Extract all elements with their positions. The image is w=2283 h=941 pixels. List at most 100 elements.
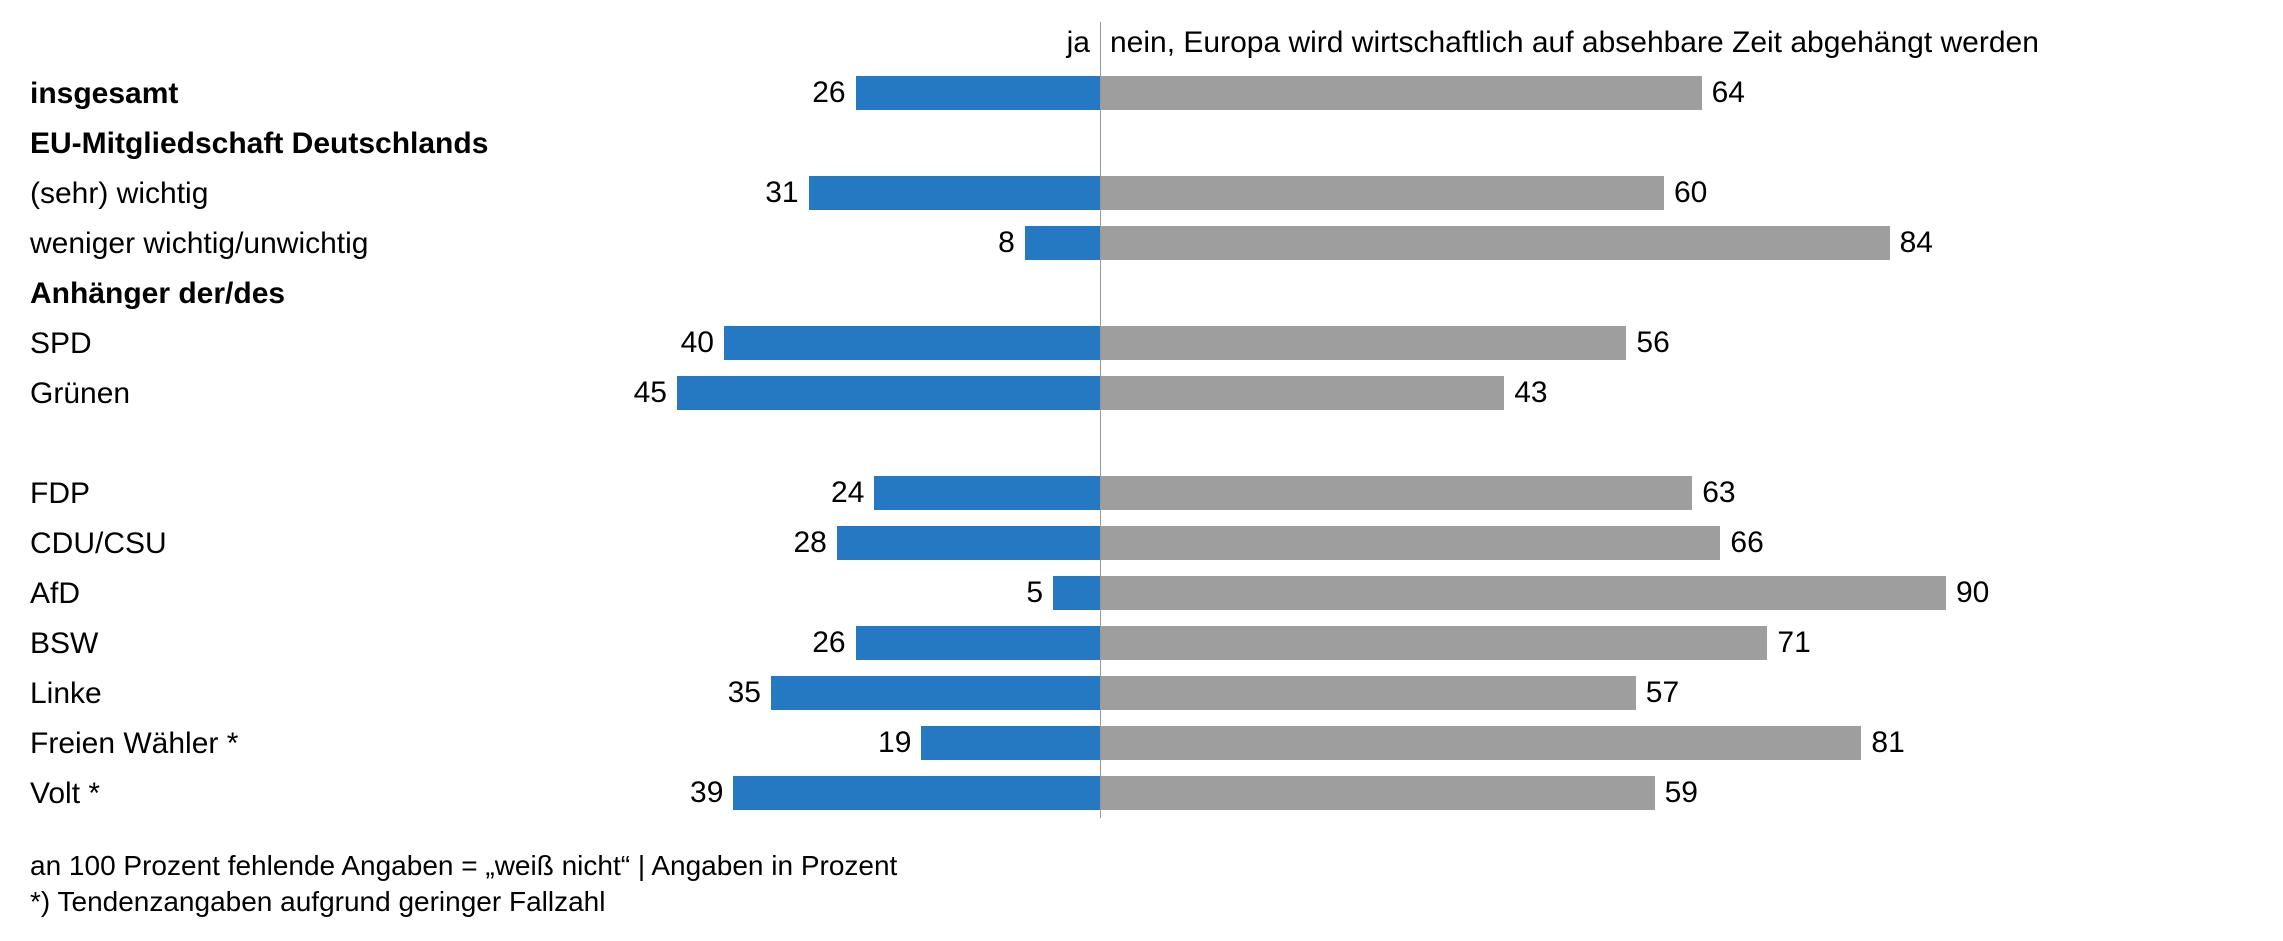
row-label: FDP xyxy=(30,477,460,510)
right-bar xyxy=(1100,676,1636,710)
bars: 1981 xyxy=(460,726,2253,760)
left-bar xyxy=(874,476,1100,510)
right-value: 84 xyxy=(1890,226,1933,260)
right-bar-area: 90 xyxy=(1100,576,2253,610)
chart-row: CDU/CSU 28 66 xyxy=(30,518,2253,568)
left-bar xyxy=(1025,226,1100,260)
left-value: 28 xyxy=(793,526,836,560)
row-label: Volt * xyxy=(30,777,460,810)
legend-row: ja nein, Europa wird wirtschaftlich auf … xyxy=(30,20,2253,60)
left-bar xyxy=(1053,576,1100,610)
footnotes: an 100 Prozent fehlende Angaben = „weiß … xyxy=(30,848,2253,921)
bars: 45 43 xyxy=(460,376,2253,410)
footnote-line: an 100 Prozent fehlende Angaben = „weiß … xyxy=(30,848,2253,884)
chart-row: Anhänger der/des xyxy=(30,268,2253,318)
left-value: 45 xyxy=(634,376,677,410)
right-bar-area: 66 xyxy=(1100,526,2253,560)
left-value: 26 xyxy=(812,626,855,660)
right-value: 63 xyxy=(1692,476,1735,510)
right-bar-area: 71 xyxy=(1100,626,2253,660)
left-bar-area: 8 xyxy=(460,226,1100,260)
right-bar-area: 56 xyxy=(1100,326,2253,360)
right-bar xyxy=(1100,726,1861,760)
right-bar xyxy=(1100,526,1720,560)
right-bar-area: 63 xyxy=(1100,476,2253,510)
left-value: 39 xyxy=(690,776,733,810)
left-bar xyxy=(921,726,1100,760)
row-label: EU-Mitgliedschaft Deutschlands xyxy=(30,127,460,160)
chart-row: weniger wichtig/unwichtig 8 84 xyxy=(30,218,2253,268)
right-bar xyxy=(1100,476,1692,510)
left-bar xyxy=(837,526,1100,560)
row-label: Freien Wähler * xyxy=(30,727,460,760)
left-bar-area: 26 xyxy=(460,76,1100,110)
chart-row: Grünen4543 xyxy=(30,368,2253,418)
bars: 31 60 xyxy=(460,176,2253,210)
row-label: insgesamt xyxy=(30,77,460,110)
right-value: 59 xyxy=(1655,776,1698,810)
right-bar-area: 43 xyxy=(1100,376,2253,410)
right-bar xyxy=(1100,76,1702,110)
right-bar xyxy=(1100,576,1946,610)
right-value: 90 xyxy=(1946,576,1989,610)
chart-row: SPD 40 56 xyxy=(30,318,2253,368)
right-bar xyxy=(1100,376,1504,410)
left-value: 5 xyxy=(1026,576,1053,610)
left-bar-area: 19 xyxy=(460,726,1100,760)
right-bar xyxy=(1100,326,1626,360)
bars: 35 57 xyxy=(460,676,2253,710)
right-value: 81 xyxy=(1861,726,1904,760)
left-bar xyxy=(677,376,1100,410)
left-bar-area: 28 xyxy=(460,526,1100,560)
left-value: 35 xyxy=(728,676,771,710)
row-label: (sehr) wichtig xyxy=(30,177,460,210)
chart-row: EU-Mitgliedschaft Deutschlands xyxy=(30,118,2253,168)
right-bar-area: 81 xyxy=(1100,726,2253,760)
right-bar-area: 84 xyxy=(1100,226,2253,260)
left-bar-area: 39 xyxy=(460,776,1100,810)
chart-row: Volt * 39 59 xyxy=(30,768,2253,818)
bars: 28 66 xyxy=(460,526,2253,560)
left-bar xyxy=(856,76,1100,110)
left-value: 19 xyxy=(878,726,921,760)
chart-row: BSW 26 71 xyxy=(30,618,2253,668)
chart-row: insgesamt2664 xyxy=(30,68,2253,118)
center-axis xyxy=(1100,22,1101,818)
right-value: 56 xyxy=(1626,326,1669,360)
right-bar xyxy=(1100,776,1655,810)
bars: 39 59 xyxy=(460,776,2253,810)
right-bar-area: 57 xyxy=(1100,676,2253,710)
footnote-line: *) Tendenzangaben aufgrund geringer Fall… xyxy=(30,884,2253,920)
row-label: SPD xyxy=(30,327,460,360)
legend-left: ja xyxy=(30,26,1100,60)
row-label: Anhänger der/des xyxy=(30,277,460,310)
row-gap xyxy=(30,418,2253,468)
row-label: BSW xyxy=(30,627,460,660)
chart-row: (sehr) wichtig 31 60 xyxy=(30,168,2253,218)
right-bar xyxy=(1100,176,1664,210)
diverging-bar-chart: ja nein, Europa wird wirtschaftlich auf … xyxy=(30,20,2253,921)
left-bar-area: 5 xyxy=(460,576,1100,610)
chart-row: FDP2463 xyxy=(30,468,2253,518)
chart-row: AfD590 xyxy=(30,568,2253,618)
right-value: 71 xyxy=(1767,626,1810,660)
left-bar-area: 45 xyxy=(460,376,1100,410)
left-bar-area: 40 xyxy=(460,326,1100,360)
row-label: CDU/CSU xyxy=(30,527,460,560)
right-value: 60 xyxy=(1664,176,1707,210)
bars: 40 56 xyxy=(460,326,2253,360)
right-value: 66 xyxy=(1720,526,1763,560)
left-value: 40 xyxy=(681,326,724,360)
left-value: 31 xyxy=(765,176,808,210)
bars: 26 71 xyxy=(460,626,2253,660)
left-bar xyxy=(809,176,1100,210)
row-label: weniger wichtig/unwichtig xyxy=(30,227,460,260)
legend-right: nein, Europa wird wirtschaftlich auf abs… xyxy=(1100,26,2253,60)
chart-rows: insgesamt2664 EU-Mitgliedschaft Deutschla… xyxy=(30,68,2253,818)
left-value: 8 xyxy=(998,226,1025,260)
right-value: 57 xyxy=(1636,676,1679,710)
right-bar-area: 60 xyxy=(1100,176,2253,210)
chart-row: Freien Wähler *1981 xyxy=(30,718,2253,768)
right-bar-area: 59 xyxy=(1100,776,2253,810)
right-bar xyxy=(1100,626,1767,660)
